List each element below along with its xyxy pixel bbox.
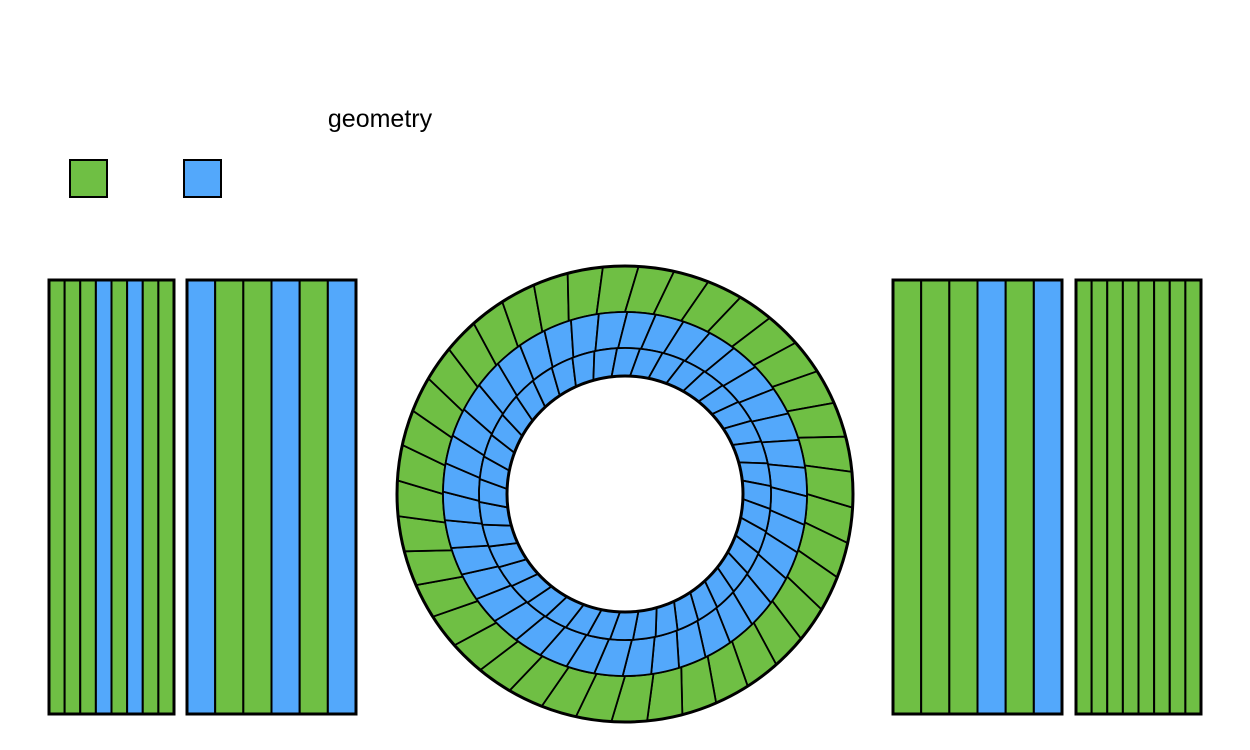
ring-inner-hole xyxy=(505,374,745,614)
strip-green xyxy=(1137,279,1156,715)
panel-border xyxy=(891,278,1064,716)
strip-green xyxy=(1153,279,1171,715)
strip-green xyxy=(141,279,160,715)
legend xyxy=(69,159,222,198)
strip-green xyxy=(892,279,923,715)
left-outer-strip-panel xyxy=(47,278,176,716)
strip-green xyxy=(1075,279,1093,715)
strip-blue xyxy=(270,279,301,715)
right-outer-strip-panel xyxy=(1074,278,1203,716)
strip-blue xyxy=(976,279,1007,715)
ring-outer-border xyxy=(395,264,855,724)
strip-blue xyxy=(186,279,217,715)
legend-swatch-blue xyxy=(183,159,222,198)
strip-green xyxy=(242,279,273,715)
strip-green xyxy=(1121,279,1140,715)
strip-panels xyxy=(47,278,1203,716)
strip-blue xyxy=(326,279,358,715)
strip-green xyxy=(157,279,175,715)
strip-blue xyxy=(1032,279,1064,715)
strip-green xyxy=(110,279,129,715)
panel-border xyxy=(1074,278,1203,716)
strip-green xyxy=(1106,279,1124,715)
inner-ring-layer xyxy=(478,347,772,641)
strip-green xyxy=(948,279,979,715)
strip-blue xyxy=(126,279,144,715)
legend-swatch-green xyxy=(69,159,108,198)
strip-blue xyxy=(94,279,113,715)
strip-green xyxy=(920,279,951,715)
left-inner-strip-panel xyxy=(185,278,358,716)
figure-title: geometry xyxy=(328,105,433,133)
panel-border xyxy=(47,278,176,716)
strip-green xyxy=(1090,279,1109,715)
strip-green xyxy=(48,279,66,715)
strip-green xyxy=(63,279,82,715)
strip-green xyxy=(214,279,245,715)
annular-ring xyxy=(395,264,855,724)
strip-green xyxy=(298,279,329,715)
panel-border xyxy=(185,278,358,716)
strip-green xyxy=(79,279,97,715)
strip-green xyxy=(1004,279,1035,715)
strip-green xyxy=(1168,279,1187,715)
strip-green xyxy=(1184,279,1202,715)
right-inner-strip-panel xyxy=(891,278,1064,716)
